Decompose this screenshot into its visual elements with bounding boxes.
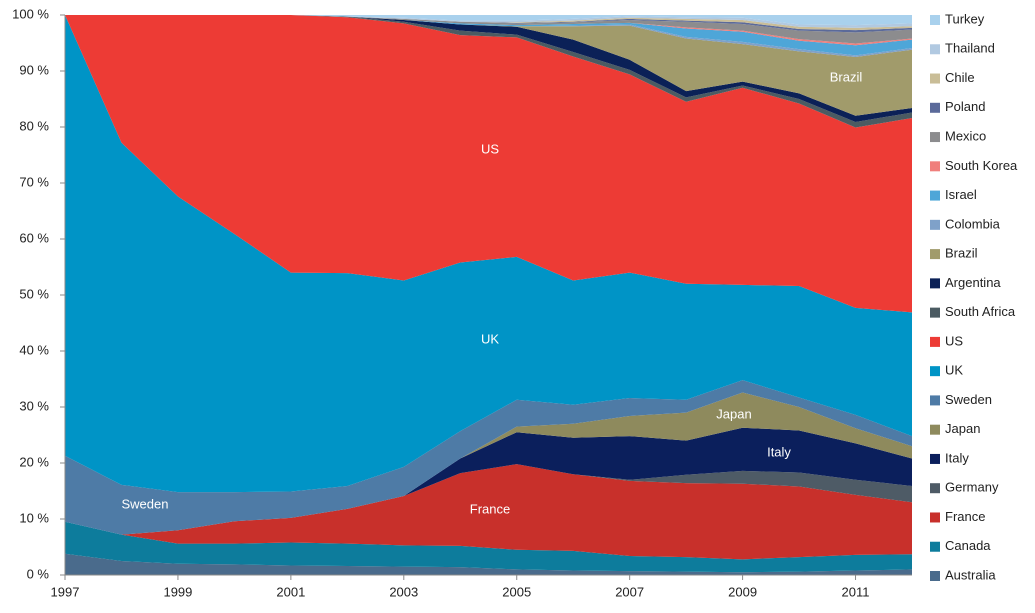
legend-label: Sweden <box>945 392 992 407</box>
legend-label: Argentina <box>945 275 1001 290</box>
area <box>65 427 912 535</box>
x-tick-label: 2005 <box>502 584 531 599</box>
legend-swatch <box>930 453 940 464</box>
x-tick-label: 2007 <box>615 584 644 599</box>
legend-label: Italy <box>945 450 969 465</box>
area <box>65 15 912 116</box>
legend-label: UK <box>945 363 963 378</box>
y-tick-label: 40 % <box>19 342 49 357</box>
x-tick-label: 2003 <box>389 584 418 599</box>
legend-label: South Korea <box>945 158 1018 173</box>
x-tick-label: 2011 <box>842 584 870 599</box>
legend-swatch <box>930 132 940 143</box>
y-tick-label: 0 % <box>27 566 50 581</box>
legend-label: Chile <box>945 70 975 85</box>
area <box>65 15 912 33</box>
legend-label: France <box>945 509 985 524</box>
y-tick-label: 20 % <box>19 454 49 469</box>
legend-swatch <box>930 219 940 230</box>
area <box>65 15 912 31</box>
area <box>65 15 912 26</box>
legend-label: Israel <box>945 187 977 202</box>
y-tick-label: 10 % <box>19 510 49 525</box>
legend-swatch <box>930 366 940 377</box>
legend-label: Colombia <box>945 216 1001 231</box>
legend-swatch <box>930 395 940 406</box>
legend-swatch <box>930 541 940 552</box>
area <box>65 15 912 28</box>
area <box>65 15 912 46</box>
legend-swatch <box>930 161 940 172</box>
legend-swatch <box>930 307 940 318</box>
legend-swatch <box>930 571 940 581</box>
annotation: Italy <box>767 444 791 459</box>
legend-label: Poland <box>945 99 985 114</box>
legend-swatch <box>930 190 940 201</box>
legend-label: Japan <box>945 421 980 436</box>
legend-label: Australia <box>945 567 996 582</box>
legend-label: Thailand <box>945 41 995 56</box>
legend-label: Canada <box>945 538 991 553</box>
legend-swatch <box>930 278 940 289</box>
legend-swatch <box>930 336 940 347</box>
area <box>65 464 912 535</box>
annotation: Sweden <box>122 496 169 511</box>
legend-label: Brazil <box>945 246 978 261</box>
annotation: France <box>470 501 510 516</box>
area <box>65 380 912 535</box>
legend-swatch <box>930 249 940 260</box>
y-tick-label: 70 % <box>19 174 49 189</box>
y-tick-label: 50 % <box>19 286 49 301</box>
legend-swatch <box>930 15 940 25</box>
legend-label: Germany <box>945 480 999 495</box>
legend-swatch <box>930 44 940 55</box>
y-tick-label: 80 % <box>19 118 49 133</box>
legend-swatch <box>930 424 940 435</box>
legend-label: Turkey <box>945 11 985 26</box>
area <box>65 15 912 56</box>
area <box>65 553 912 575</box>
x-tick-label: 2001 <box>276 584 305 599</box>
y-tick-label: 90 % <box>19 62 49 77</box>
annotation: Japan <box>716 406 751 421</box>
legend-label: Mexico <box>945 128 986 143</box>
y-tick-label: 30 % <box>19 398 49 413</box>
legend-label: US <box>945 333 963 348</box>
area <box>65 15 912 313</box>
x-tick-label: 2009 <box>728 584 757 599</box>
area <box>65 15 912 44</box>
area <box>65 392 912 535</box>
x-tick-label: 1997 <box>51 584 80 599</box>
legend-swatch <box>930 483 940 494</box>
legend-swatch <box>930 73 940 84</box>
y-tick-label: 60 % <box>19 230 49 245</box>
area <box>65 521 912 573</box>
area <box>65 15 912 493</box>
area <box>65 15 912 57</box>
x-tick-label: 1999 <box>163 584 192 599</box>
legend-label: South Africa <box>945 304 1016 319</box>
legend-swatch <box>930 102 940 113</box>
legend-swatch <box>930 512 940 523</box>
annotation: US <box>481 141 499 156</box>
annotation: UK <box>481 331 499 346</box>
area <box>65 464 912 560</box>
y-tick-label: 100 % <box>12 6 49 21</box>
annotation: Brazil <box>830 69 863 84</box>
